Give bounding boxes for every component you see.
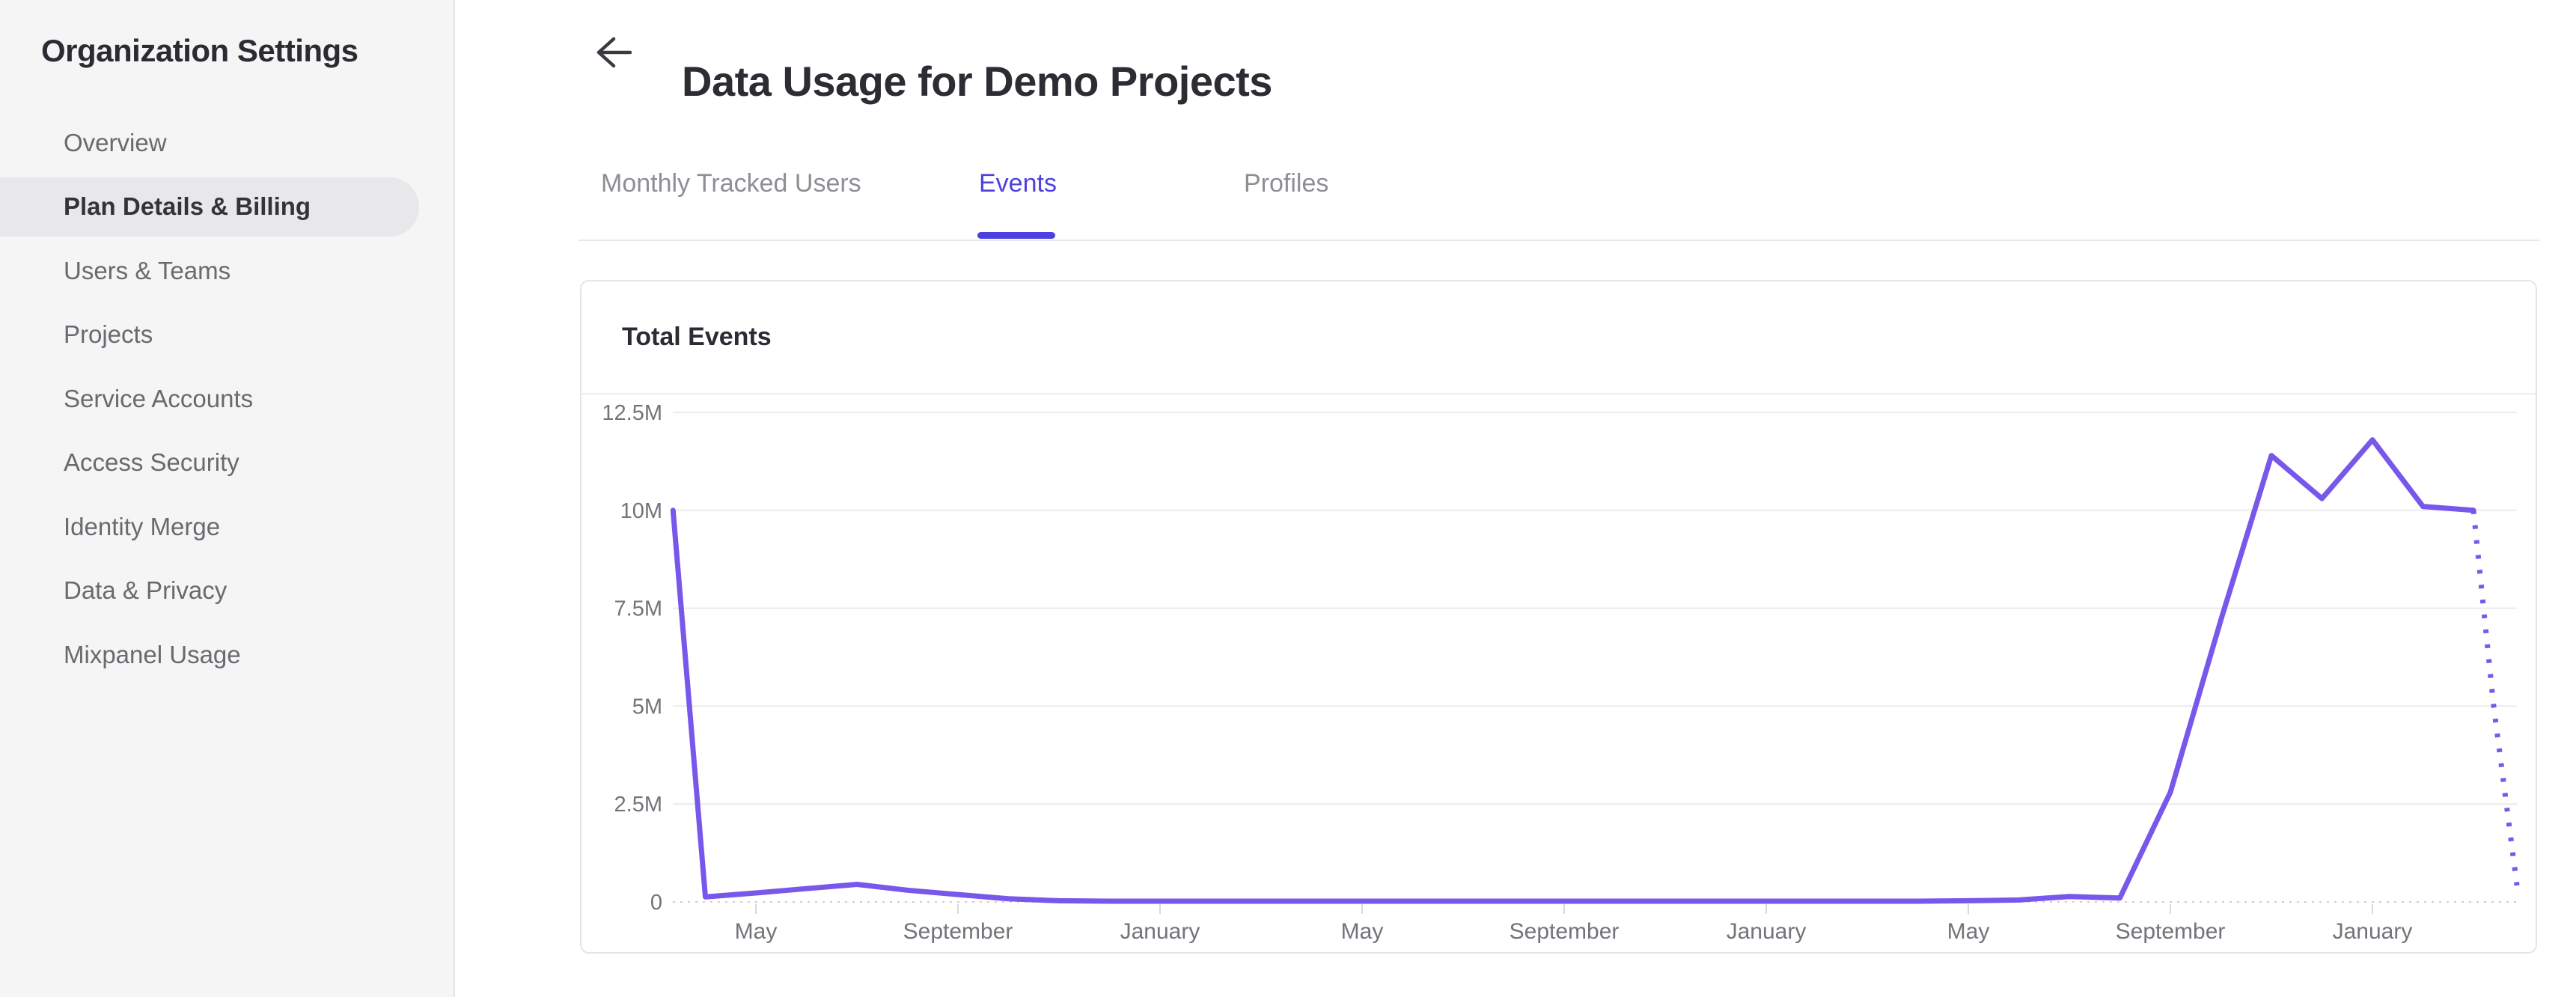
total-events-chart[interactable]: 12.5M 10M 7.5M 5M 2.5M 0 May September January Ma… (582, 394, 2536, 952)
arrow-left-icon (596, 37, 632, 68)
sidebar-item[interactable]: Identity Merge (0, 495, 455, 559)
sidebar-title: Organization Settings (41, 33, 358, 68)
tab[interactable]: Monthly Tracked Users (601, 169, 861, 198)
back-button[interactable] (591, 31, 633, 73)
sidebar-item[interactable]: Plan Details & Billing (0, 177, 419, 237)
svg-text:September: September (903, 919, 1013, 944)
sidebar-item-label: Users & Teams (64, 256, 231, 284)
svg-text:0: 0 (650, 891, 662, 915)
svg-text:May: May (735, 919, 778, 944)
sidebar-item[interactable]: Access Security (0, 431, 455, 496)
tab-label: Events (979, 169, 1057, 198)
line-chart: 12.5M 10M 7.5M 5M 2.5M 0 May September January Ma… (602, 401, 2520, 944)
sidebar-item[interactable]: Mixpanel Usage (0, 623, 455, 687)
sidebar: Organization Settings Overview Plan Deta… (0, 0, 455, 997)
tab[interactable]: Profiles (1244, 169, 1328, 198)
svg-text:January: January (2333, 919, 2413, 944)
sidebar-item[interactable]: Projects (0, 303, 455, 368)
card-title: Total Events (622, 323, 772, 351)
sidebar-nav: Overview Plan Details & Billing Users & … (0, 111, 455, 687)
sidebar-item-label: Projects (64, 320, 153, 349)
svg-text:January: January (1727, 919, 1807, 944)
sidebar-item-label: Data & Privacy (64, 576, 228, 605)
sidebar-item-label: Identity Merge (64, 512, 221, 540)
svg-text:2.5M: 2.5M (614, 793, 662, 817)
sidebar-item-label: Overview (64, 128, 167, 156)
sidebar-item-label: Mixpanel Usage (64, 640, 241, 668)
card-header: Total Events (582, 281, 2536, 394)
svg-text:September: September (2116, 919, 2226, 944)
sidebar-item-label: Access Security (64, 448, 239, 477)
tab-label: Profiles (1244, 169, 1329, 198)
sidebar-item-label: Plan Details & Billing (64, 192, 311, 221)
total-events-card: Total Events 12.5M 10M 7.5M 5M 2.5M 0 May Septe… (580, 280, 2537, 954)
svg-text:7.5M: 7.5M (614, 597, 662, 621)
tab-label: Monthly Tracked Users (601, 169, 861, 198)
svg-text:September: September (1510, 919, 1620, 944)
svg-text:January: January (1120, 919, 1200, 944)
sidebar-item[interactable]: Data & Privacy (0, 559, 455, 623)
sidebar-item[interactable]: Overview (0, 111, 455, 175)
tab-bar-divider (579, 240, 2539, 241)
svg-text:10M: 10M (620, 499, 662, 523)
svg-text:5M: 5M (632, 695, 662, 719)
tab[interactable]: Events (979, 169, 1057, 198)
active-tab-underline (977, 232, 1055, 239)
svg-text:May: May (1947, 919, 1990, 944)
sidebar-item-label: Service Accounts (64, 384, 254, 412)
svg-text:12.5M: 12.5M (602, 401, 662, 425)
svg-text:May: May (1341, 919, 1384, 944)
sidebar-item[interactable]: Service Accounts (0, 367, 455, 431)
sidebar-item[interactable]: Users & Teams (0, 239, 455, 303)
page-title: Data Usage for Demo Projects (682, 57, 1272, 105)
